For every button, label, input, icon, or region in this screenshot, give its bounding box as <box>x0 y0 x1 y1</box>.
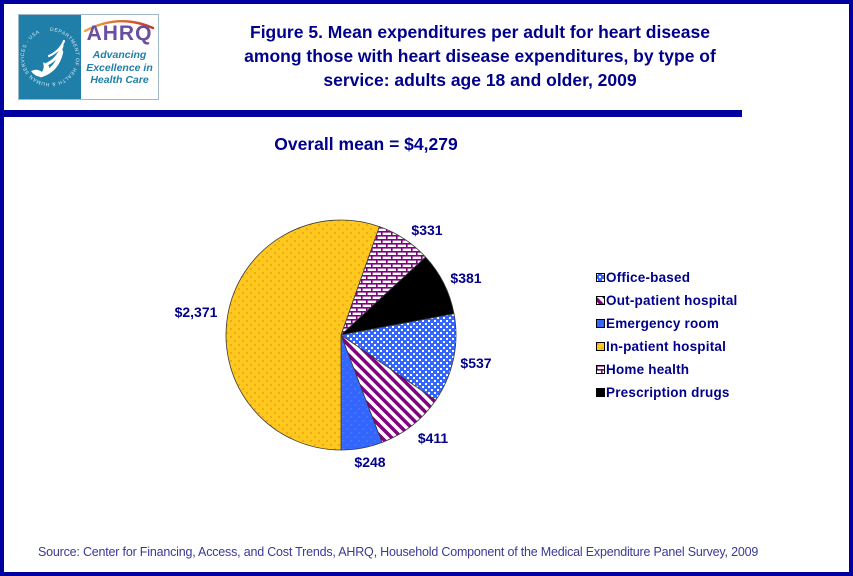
header-divider <box>4 110 742 117</box>
slice-value-label-outpatient: $411 <box>417 430 449 446</box>
legend-swatch-inpatient-icon <box>596 342 605 351</box>
ahrq-swoosh-icon <box>83 19 155 33</box>
legend-label: In-patient hospital <box>606 339 727 354</box>
legend-item-emergency: Emergency room <box>596 312 738 335</box>
slice-value-label-prescription: $381 <box>450 270 482 286</box>
legend-item-prescription: Prescription drugs <box>596 381 738 404</box>
legend-swatch-emergency-icon <box>596 319 605 328</box>
legend-label: Out-patient hospital <box>606 293 738 308</box>
legend-swatch-office-icon <box>596 273 605 282</box>
figure-title: Figure 5. Mean expenditures per adult fo… <box>244 22 716 91</box>
legend-label: Office-based <box>606 270 691 285</box>
slice-value-label-office: $537 <box>460 355 492 371</box>
legend-label: Emergency room <box>606 316 720 331</box>
legend: Office-based Out-patient hospital Emergenc… <box>596 266 738 404</box>
legend-label: Prescription drugs <box>606 385 730 400</box>
pie-chart <box>225 219 457 451</box>
slice-value-label-inpatient: $2,371 <box>174 304 218 320</box>
hhs-seal-icon: DEPARTMENT OF HEALTH & HUMAN SERVICES - … <box>19 15 81 99</box>
source-note: Source: Center for Financing, Access, an… <box>38 545 759 559</box>
legend-swatch-homehealth-icon <box>596 365 605 374</box>
ahrq-logo: AHRQ Advancing Excellence in Health Care <box>81 15 158 99</box>
pie-slice-inpatient <box>225 219 380 451</box>
legend-label: Home health <box>606 362 690 377</box>
legend-item-homehealth: Home health <box>596 358 738 381</box>
legend-item-office: Office-based <box>596 266 738 289</box>
slice-value-label-homehealth: $331 <box>411 222 443 238</box>
slice-value-label-emergency: $248 <box>354 454 386 470</box>
ahrq-tagline: Advancing Excellence in Health Care <box>86 49 153 87</box>
legend-swatch-prescription-icon <box>596 388 605 397</box>
hhs-ahrq-logo: DEPARTMENT OF HEALTH & HUMAN SERVICES - … <box>18 14 159 100</box>
legend-swatch-outpatient-icon <box>596 296 605 305</box>
pie-slice-office <box>339 313 457 401</box>
overall-mean-text: Overall mean = $4,279 <box>274 134 458 154</box>
legend-item-inpatient: In-patient hospital <box>596 335 738 358</box>
legend-item-outpatient: Out-patient hospital <box>596 289 738 312</box>
ahrq-wordmark: AHRQ <box>86 22 153 45</box>
